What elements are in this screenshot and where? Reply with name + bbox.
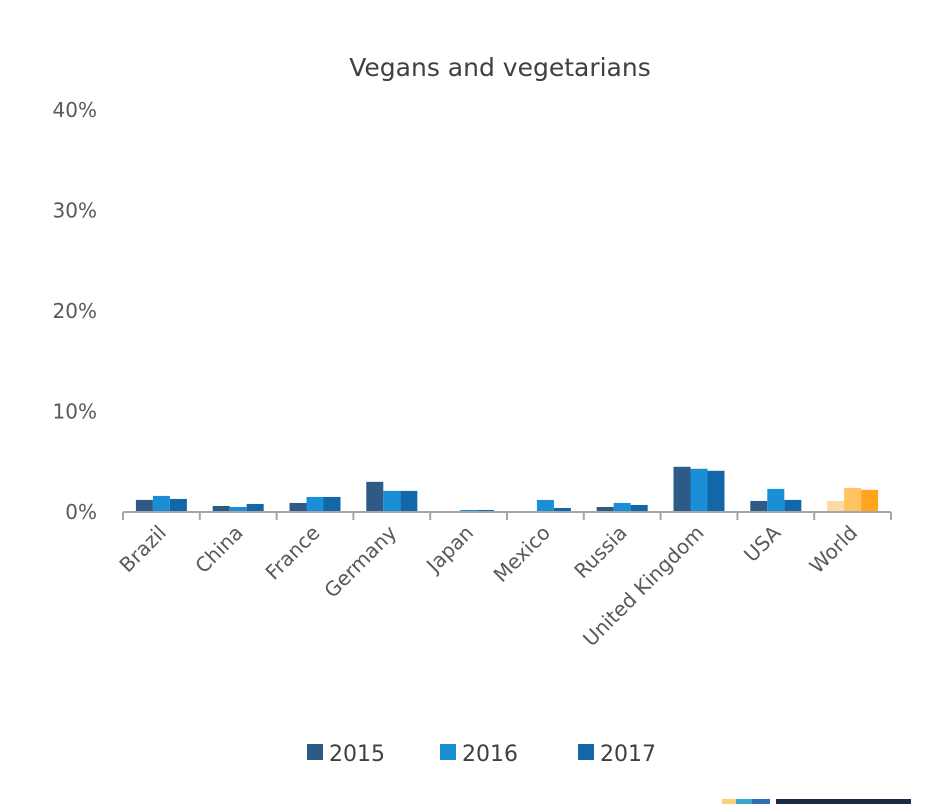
legend-label-2015: 2015 <box>329 742 385 767</box>
bar-france-2016 <box>306 496 324 512</box>
bar-mexico-2017 <box>553 507 571 512</box>
bar-world-2017 <box>861 489 879 512</box>
bar-world-2015 <box>827 500 845 512</box>
bar-germany-2017 <box>400 490 418 512</box>
bars <box>135 466 879 512</box>
logo-text-cropped <box>776 799 911 804</box>
bar-germany-2016 <box>383 490 401 512</box>
legend-swatch-2015 <box>307 744 323 760</box>
bar-usa-2016 <box>767 488 785 512</box>
bar-japan-2016 <box>460 509 478 512</box>
bar-brazil-2016 <box>152 495 170 512</box>
bar-russia-2015 <box>596 506 614 512</box>
logo-mark-3 <box>752 799 770 804</box>
y-tick-label: 10% <box>53 400 97 424</box>
y-axis: 0% 10% 20% 30% 40% <box>53 98 97 524</box>
y-tick-label: 20% <box>53 299 97 323</box>
legend-swatch-2016 <box>440 744 456 760</box>
y-tick-label: 40% <box>53 98 97 122</box>
logo-mark-1 <box>722 799 736 804</box>
bar-france-2015 <box>289 502 307 512</box>
bar-usa-2017 <box>784 499 802 512</box>
bar-germany-2015 <box>366 481 384 512</box>
x-tick-label: Russia <box>569 521 631 583</box>
legend-label-2017: 2017 <box>600 742 656 767</box>
bar-usa-2015 <box>750 500 768 512</box>
x-tick-label: China <box>190 521 247 578</box>
legend: 2015 2016 2017 <box>307 742 656 767</box>
bar-russia-2017 <box>630 504 648 512</box>
euromonitor-logo <box>722 799 911 804</box>
x-tick-label: World <box>805 521 863 579</box>
legend-swatch-2017 <box>578 744 594 760</box>
x-tick-label: USA <box>739 520 785 566</box>
legend-label-2016: 2016 <box>462 742 518 767</box>
x-tick-label: Germany <box>319 520 401 602</box>
chart-title: Vegans and vegetarians <box>349 53 651 82</box>
bar-china-2015 <box>212 505 230 512</box>
bar-france-2017 <box>323 496 341 512</box>
bar-mexico-2016 <box>536 499 554 512</box>
y-tick-label: 30% <box>53 199 97 223</box>
bar-united-kingdom-2017 <box>707 470 725 512</box>
y-tick-label: 0% <box>65 500 97 524</box>
x-tick-label: France <box>261 521 325 585</box>
bar-japan-2017 <box>477 509 495 512</box>
logo-mark-2 <box>736 799 752 804</box>
bar-united-kingdom-2015 <box>673 466 691 512</box>
bar-russia-2016 <box>613 502 631 512</box>
x-tick-label: Mexico <box>489 521 555 587</box>
bar-brazil-2017 <box>169 498 187 512</box>
bar-united-kingdom-2016 <box>690 468 708 512</box>
bar-brazil-2015 <box>135 499 153 512</box>
bar-china-2016 <box>229 506 247 512</box>
x-tick-label: Japan <box>420 521 478 579</box>
bar-world-2016 <box>844 487 862 512</box>
bar-china-2017 <box>246 503 264 512</box>
x-tick-label: Brazil <box>114 521 170 577</box>
